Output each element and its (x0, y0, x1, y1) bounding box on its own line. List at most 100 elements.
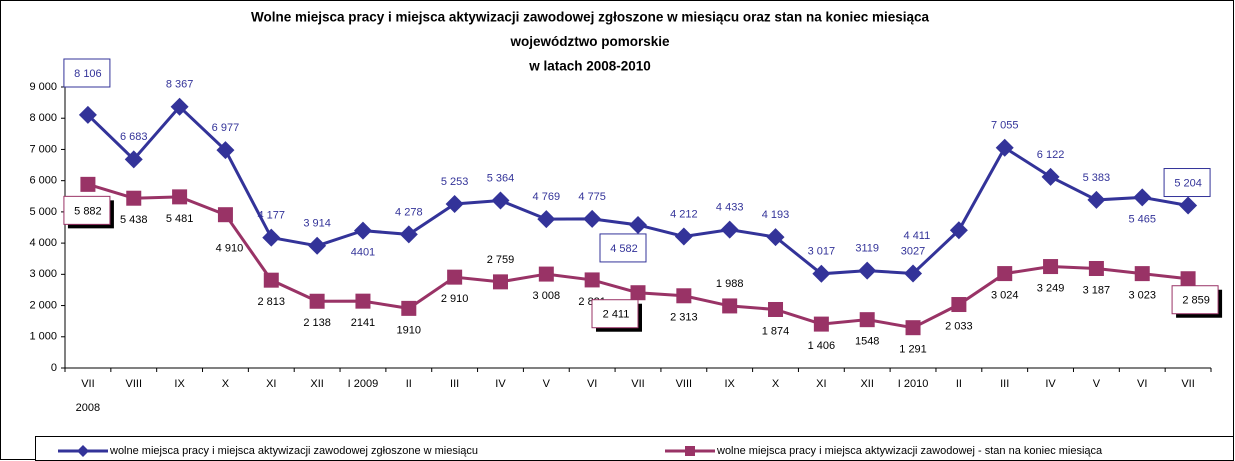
diamond-marker (904, 264, 923, 283)
diamond-marker (1133, 188, 1152, 207)
data-label: 3 017 (808, 246, 836, 258)
diamond-marker (858, 261, 877, 280)
data-label: 1 874 (762, 325, 790, 337)
square-marker (1134, 266, 1150, 282)
data-label: 3 024 (991, 289, 1019, 301)
x-tick-label: VIII (676, 378, 693, 390)
square-marker (1088, 260, 1104, 276)
data-label: 1 988 (716, 278, 744, 290)
data-label: 2 033 (945, 320, 973, 332)
y-tick-label: 2 000 (29, 299, 57, 311)
square-marker (1180, 271, 1196, 287)
data-label: 1 406 (808, 340, 836, 352)
data-label: 2 910 (441, 293, 469, 305)
data-label: 4 193 (762, 209, 790, 221)
x-tick-label: XII (860, 378, 873, 390)
diamond-marker (262, 228, 281, 247)
square-marker (263, 272, 279, 288)
label-box (63, 58, 111, 88)
x-tick-label: XI (816, 378, 826, 390)
data-label: 5 465 (1128, 213, 1156, 225)
square-marker (80, 176, 96, 192)
x-tick-label: VII (631, 378, 644, 390)
chart-title: w latach 2008-2010 (528, 59, 651, 74)
square-marker (538, 266, 554, 282)
data-label: 4 582 (610, 243, 638, 255)
x-tick-label: X (222, 378, 230, 390)
x-tick-label: III (1000, 378, 1009, 390)
diamond-marker (308, 236, 327, 255)
square-marker (447, 269, 463, 285)
data-label: 7 055 (991, 120, 1019, 132)
x-tick-label: VII (1181, 378, 1194, 390)
data-label: 4 278 (395, 206, 423, 218)
x-tick-label: V (543, 378, 551, 390)
x-tick-label: 2008 (76, 402, 100, 414)
data-label: 6 977 (212, 122, 240, 134)
y-tick-label: 6 000 (29, 175, 57, 187)
data-label: 3 914 (303, 218, 331, 230)
square-marker (813, 316, 829, 332)
diamond-marker (1087, 190, 1106, 209)
y-tick-label: 9 000 (29, 81, 57, 93)
data-label: 1 291 (899, 344, 927, 356)
x-tick-label: VIII (126, 378, 143, 390)
legend-marker (685, 446, 695, 456)
label-box (1171, 285, 1219, 315)
x-tick-label: IX (174, 378, 185, 390)
x-tick-label: V (1093, 378, 1101, 390)
data-label: 4 212 (670, 208, 698, 220)
data-label: 4 775 (578, 191, 606, 203)
x-tick-label: XI (266, 378, 276, 390)
diamond-marker (629, 215, 647, 234)
diamond-marker (445, 194, 464, 213)
data-label: 4 433 (716, 201, 744, 213)
diamond-marker (537, 210, 556, 229)
square-marker (630, 285, 646, 301)
label-box (1163, 168, 1211, 198)
x-tick-label: VI (1137, 378, 1147, 390)
data-label: 4 411 (904, 230, 931, 242)
legend-label: wolne miejsca pracy i miejsca aktywizacj… (109, 445, 478, 457)
diamond-marker (78, 105, 97, 124)
x-tick-label: II (956, 378, 962, 390)
diamond-marker (674, 227, 693, 246)
x-tick-label: I 2009 (348, 378, 379, 390)
legend-label: wolne miejsca pracy i miejsca aktywizacj… (716, 445, 1103, 457)
data-label: 2141 (351, 317, 375, 329)
data-label: 4 177 (258, 209, 286, 221)
square-marker (584, 272, 600, 288)
label-box (599, 233, 647, 263)
data-label: 2 759 (487, 254, 515, 266)
chart-title: Wolne miejsca pracy i miejsca aktywizacj… (251, 10, 930, 25)
square-marker (859, 312, 875, 328)
data-label: 8 367 (166, 79, 194, 91)
x-tick-label: IX (724, 378, 735, 390)
diamond-marker (353, 221, 372, 240)
data-label: 2 138 (303, 317, 331, 329)
square-marker (676, 288, 692, 304)
x-tick-label: VI (587, 378, 597, 390)
data-label: 5 383 (1083, 172, 1111, 184)
y-tick-label: 4 000 (29, 237, 57, 249)
data-label: 3 008 (533, 290, 561, 302)
x-tick-label: III (450, 378, 459, 390)
diamond-marker (170, 97, 189, 116)
y-tick-label: 0 (51, 362, 57, 374)
data-label: 3 187 (1083, 284, 1111, 296)
diamond-marker (1041, 167, 1060, 186)
label-box (591, 299, 639, 329)
y-tick-label: 1 000 (29, 331, 57, 343)
square-marker (355, 293, 371, 309)
data-label: 2 859 (1182, 295, 1210, 307)
diamond-marker (583, 209, 602, 228)
diamond-marker (995, 138, 1014, 157)
data-label: 1910 (397, 324, 421, 336)
data-label: 2 813 (258, 296, 286, 308)
data-label: 5 253 (441, 176, 469, 188)
data-label: 5 481 (166, 213, 194, 225)
x-tick-label: IV (1045, 378, 1056, 390)
diamond-marker (216, 141, 235, 160)
